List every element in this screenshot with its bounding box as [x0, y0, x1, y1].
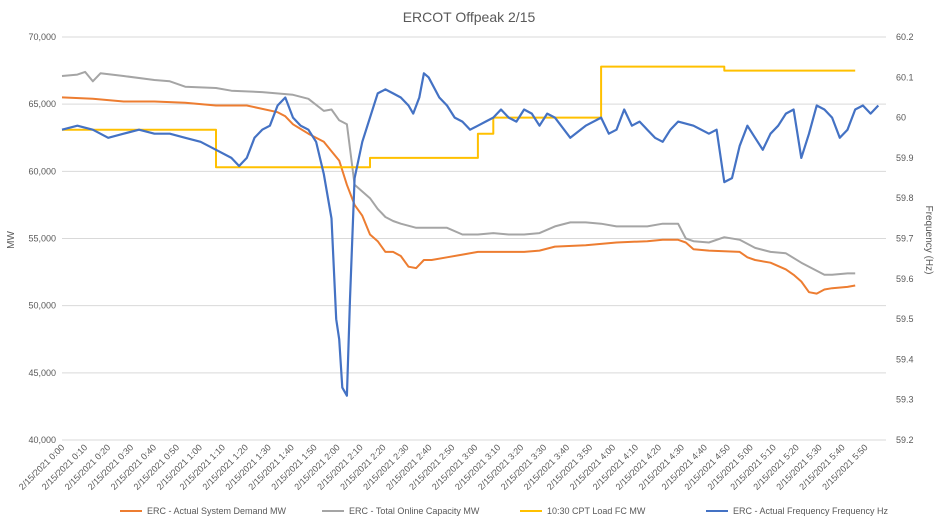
y2-tick-label: 59.2: [896, 435, 914, 445]
legend-item-1: ERC - Total Online Capacity MW: [322, 506, 480, 516]
y2-tick-label: 59.3: [896, 395, 914, 405]
y-tick-label: 50,000: [28, 301, 56, 311]
gridlines: [62, 36, 886, 441]
series-layer: [61, 65, 880, 397]
y2-tick-label: 60.1: [896, 72, 914, 82]
y-tick-label: 70,000: [28, 32, 56, 42]
legend-item-0: ERC - Actual System Demand MW: [120, 506, 287, 516]
series-line-1: [61, 70, 856, 276]
y-tick-label: 40,000: [28, 435, 56, 445]
series-line-2: [62, 65, 856, 169]
y2-tick-label: 59.9: [896, 153, 914, 163]
y-tick-label: 55,000: [28, 234, 56, 244]
y-tick-label: 65,000: [28, 99, 56, 109]
legend-label: ERC - Total Online Capacity MW: [349, 506, 480, 516]
y-axis-label: MW: [6, 231, 17, 249]
legend-item-2: 10:30 CPT Load FC MW: [520, 506, 646, 516]
y2-axis-label: Frequency (Hz): [923, 206, 934, 275]
y2-tick-label: 59.8: [896, 193, 914, 203]
y2-tick-label: 59.6: [896, 274, 914, 284]
x-axis: 2/15/2021 0:002/15/2021 0:102/15/2021 0:…: [17, 442, 870, 492]
y2-tick-label: 60.2: [896, 32, 914, 42]
legend: ERC - Actual System Demand MW ERC - Total…: [120, 506, 889, 516]
legend-label: ERC - Actual System Demand MW: [147, 506, 287, 516]
legend-label: 10:30 CPT Load FC MW: [547, 506, 646, 516]
legend-item-3: ERC - Actual Frequency Frequency Hz: [706, 506, 889, 516]
y2-tick-label: 59.5: [896, 314, 914, 324]
y-axis-left: 40,000 45,000 50,000 55,000 60,000 65,000 70,0…: [28, 32, 56, 445]
y2-tick-label: 59.4: [896, 354, 914, 364]
y2-tick-label: 59.7: [896, 234, 914, 244]
series-line-0: [61, 96, 856, 295]
y-axis-right: 59.2 59.3 59.4 59.5 59.6 59.7 59.8 59.9 60 60.1 60…: [896, 32, 914, 445]
y2-tick-label: 60: [896, 113, 906, 123]
y-tick-label: 60,000: [28, 166, 56, 176]
y-tick-label: 45,000: [28, 368, 56, 378]
legend-label: ERC - Actual Frequency Frequency Hz: [733, 506, 889, 516]
chart-title: ERCOT Offpeak 2/15: [403, 9, 536, 25]
series-line-3: [61, 72, 880, 397]
